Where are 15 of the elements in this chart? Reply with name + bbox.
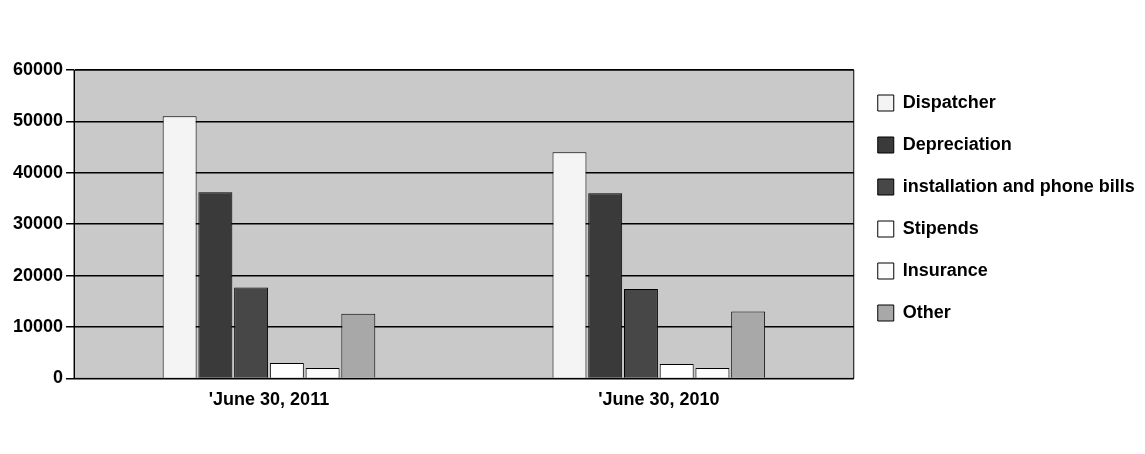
legend-label: Dispatcher [902, 91, 996, 112]
x-tick-label: 'June 30, 2011 [208, 389, 330, 410]
legend-label: Stipends [902, 217, 979, 238]
legend-label: installation and phone bills [902, 175, 1135, 196]
y-tick-label: 10000 [12, 315, 64, 336]
y-tick-label: 0 [53, 367, 64, 388]
legend-label: Other [902, 301, 951, 322]
y-tick-label: 50000 [12, 110, 64, 131]
y-tick-label: 30000 [12, 213, 64, 234]
x-tick-label: 'June 30, 2010 [598, 389, 720, 410]
y-tick-label: 20000 [12, 264, 64, 285]
legend-label: Insurance [902, 259, 988, 280]
y-tick-label: 40000 [12, 161, 64, 182]
legend-label: Depreciation [902, 133, 1012, 154]
y-tick-label: 60000 [12, 58, 64, 79]
